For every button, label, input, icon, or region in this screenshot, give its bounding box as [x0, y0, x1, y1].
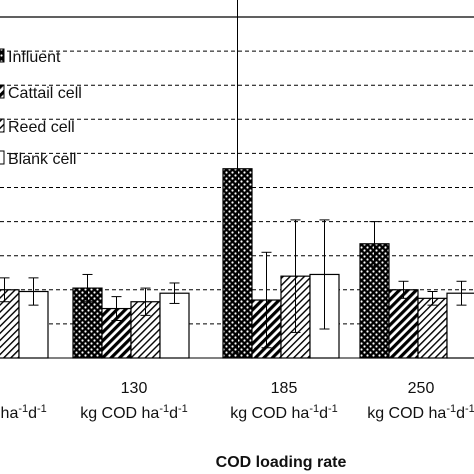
legend-swatch-blank	[0, 150, 5, 165]
error-bars-layer	[0, 0, 467, 354]
legend-label: Reed cell	[8, 119, 75, 136]
bar-stripe	[388, 289, 419, 359]
x-axis-title: COD loading rate	[216, 454, 347, 471]
x-tick-value: 130	[121, 380, 148, 397]
x-tick-unit: kg COD ha-1d-1	[80, 403, 188, 422]
legend-label: Cattail cell	[8, 85, 82, 102]
bar-blank	[446, 292, 474, 359]
bar-blank	[159, 292, 190, 359]
x-tick-value: 250	[408, 380, 435, 397]
x-tick-unit: kg COD ha-1d-1	[230, 403, 338, 422]
legend-swatch-stripe	[0, 84, 5, 99]
x-tick-value: 185	[271, 380, 298, 397]
legend: Influent Cattail cell Reed cell Blank cell	[0, 48, 82, 168]
x-tick-unit: kg COD ha-1d-1	[367, 403, 474, 422]
x-tick-unit: kg COD ha-1d-1	[0, 403, 47, 422]
bar-hatch	[417, 297, 448, 359]
bar-hatch	[0, 289, 20, 359]
legend-label: Blank cell	[8, 151, 76, 168]
legend-swatch-dots	[0, 48, 5, 63]
legend-swatch-hatch	[0, 118, 5, 133]
x-tick-labels: kg COD ha-1d-1 130 kg COD ha-1d-1 185 kg COD…	[0, 380, 474, 422]
legend-label: Influent	[8, 49, 61, 66]
